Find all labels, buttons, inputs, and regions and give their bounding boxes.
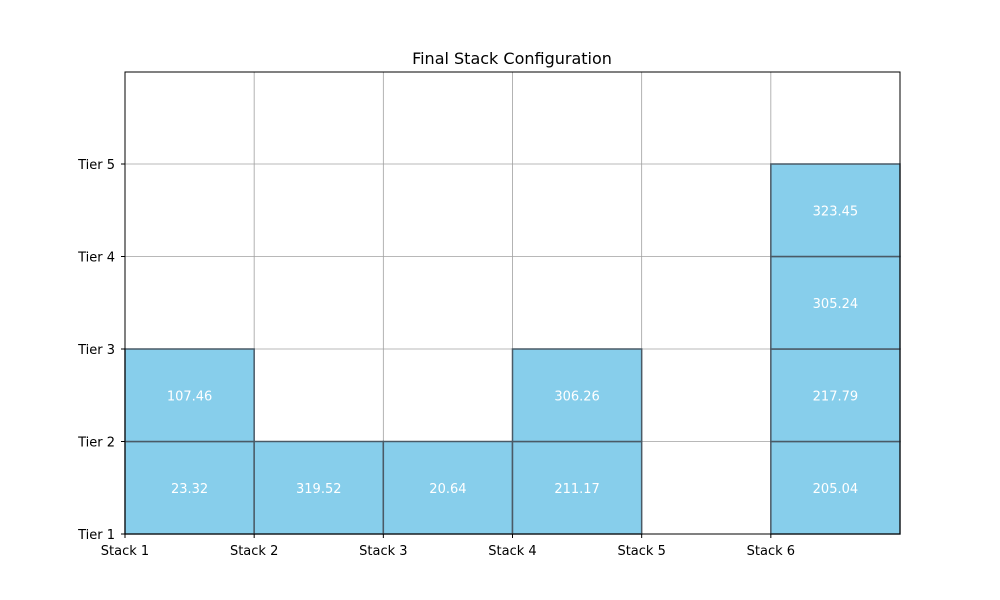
y-tick-label: Tier 3: [77, 343, 115, 358]
container-value-label: 20.64: [429, 482, 466, 497]
x-tick-label: Stack 2: [230, 544, 278, 559]
container-value-label: 211.17: [554, 482, 600, 497]
container-box: [124, 440, 255, 535]
container-box: [770, 348, 901, 443]
container-box: [770, 163, 901, 258]
container-box: [382, 440, 514, 535]
container-value-label: 323.45: [813, 204, 859, 219]
container-value-label: 23.32: [171, 482, 208, 497]
x-tick-label: Stack 5: [617, 544, 665, 559]
container-value-label: 107.46: [167, 389, 213, 404]
container-box: [253, 440, 385, 535]
x-axis-ticks: Stack 1 Stack 2 Stack 3 Stack 4 Stack 5 Stack…: [101, 534, 795, 559]
y-tick-label: Tier 1: [77, 528, 115, 543]
y-tick-label: Tier 2: [77, 436, 115, 451]
container-value-label: 217.79: [813, 389, 859, 404]
container-value-label: 319.52: [296, 482, 342, 497]
container-box: [770, 255, 901, 350]
container-box: [511, 348, 643, 443]
container-value-label: 306.26: [554, 389, 600, 404]
container-boxes: 23.32 107.46 319.52 20.64 211.17 306.26 205.04…: [124, 163, 901, 535]
x-tick-label: Stack 6: [747, 544, 795, 559]
chart-title: Final Stack Configuration: [412, 49, 612, 68]
container-value-label: 205.04: [813, 482, 859, 497]
y-tick-label: Tier 4: [77, 251, 115, 266]
container-value-label: 305.24: [813, 297, 859, 312]
y-tick-label: Tier 5: [77, 158, 115, 173]
x-tick-label: Stack 1: [101, 544, 149, 559]
x-tick-label: Stack 3: [359, 544, 407, 559]
y-axis-ticks: Tier 1 Tier 2 Tier 3 Tier 4 Tier 5: [77, 158, 125, 543]
x-tick-label: Stack 4: [488, 544, 536, 559]
